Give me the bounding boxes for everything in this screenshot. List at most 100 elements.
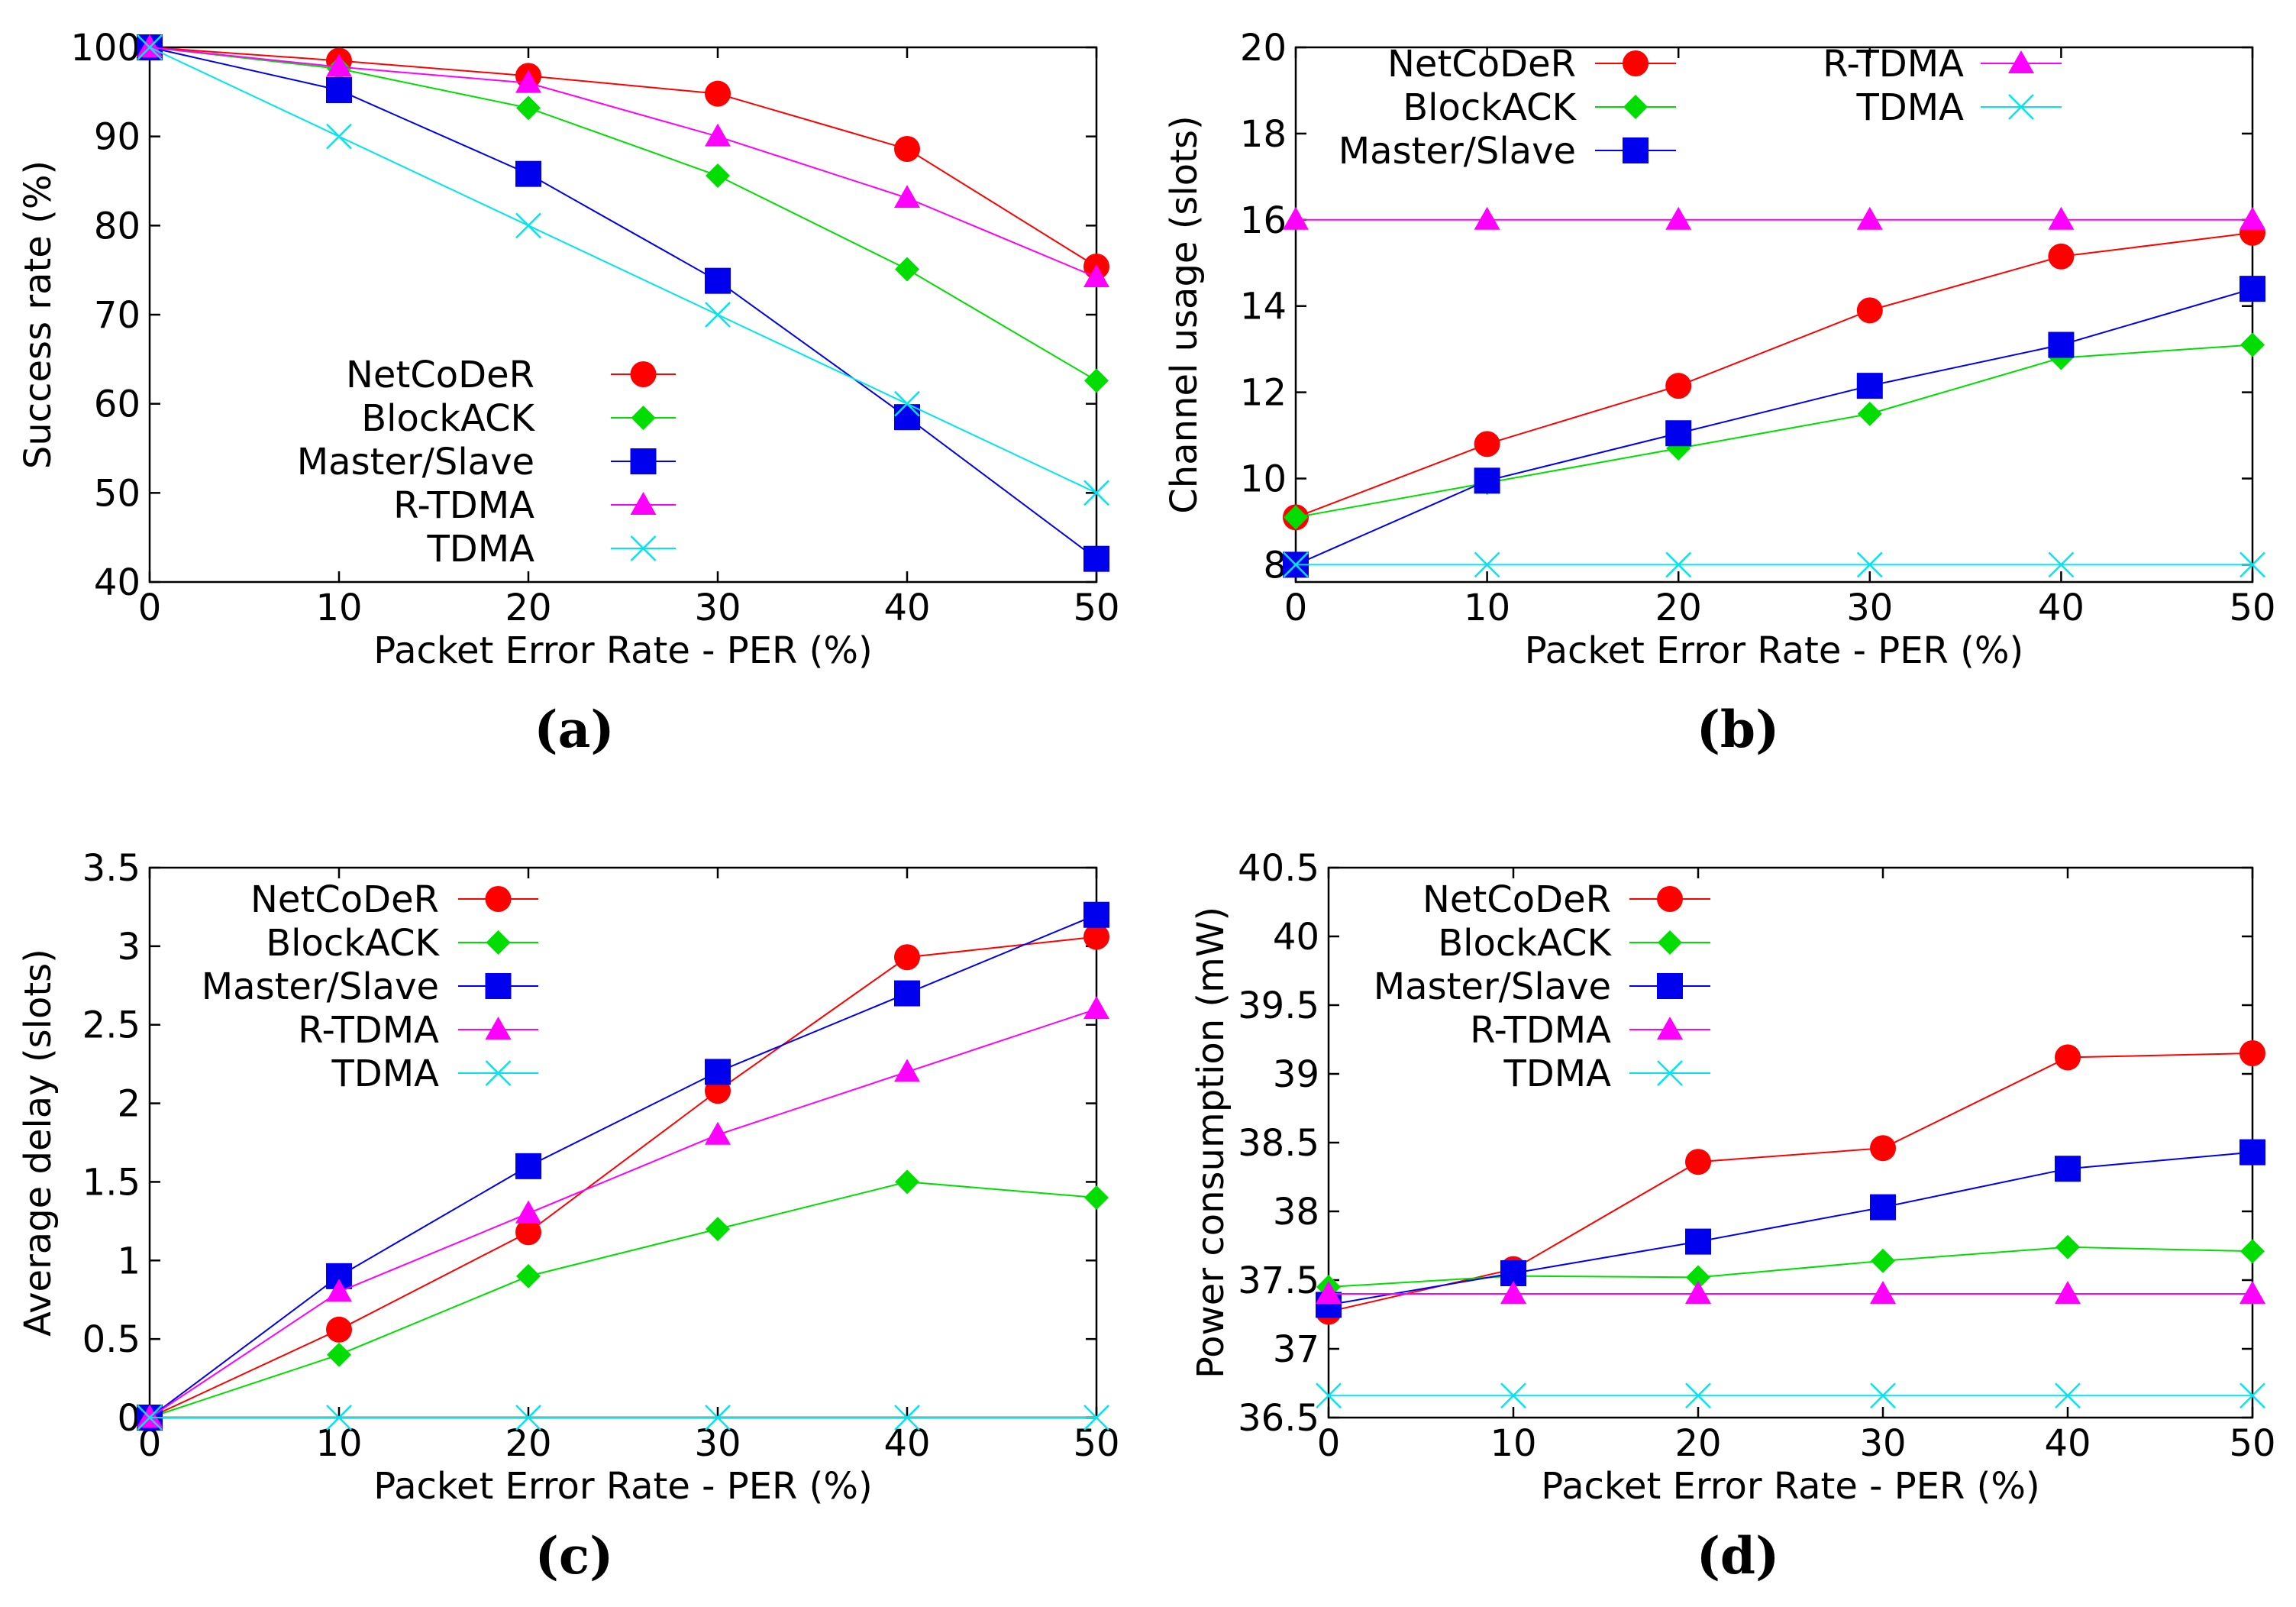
- data-point-master-slave: [1685, 1228, 1711, 1255]
- data-point-tdma: [1685, 1382, 1711, 1409]
- series-line-master-slave: [149, 913, 1097, 1418]
- data-point-r-tdma: [2239, 206, 2265, 230]
- data-point-r-tdma: [1665, 206, 1692, 230]
- legend-label: NetCoDeR: [1422, 878, 1611, 921]
- data-point-r-tdma: [2239, 1281, 2265, 1304]
- data-point-blockack: [1857, 401, 1882, 426]
- legend-label: BlockACK: [1403, 86, 1577, 129]
- legend-marker-netcoder: [630, 361, 657, 387]
- data-point-netcoder: [515, 1219, 541, 1246]
- data-point-r-tdma: [137, 34, 163, 57]
- legend-label: R-TDMA: [1470, 1009, 1611, 1052]
- y-tick-label: 3.5: [82, 847, 140, 890]
- data-point-blockack: [327, 1342, 351, 1367]
- x-tick-label: 40: [883, 587, 930, 629]
- x-tick-label: 20: [505, 587, 551, 629]
- legend-item-tdma: TDMA: [331, 1052, 538, 1095]
- legend-label: NetCoDeR: [346, 354, 534, 396]
- data-point-tdma: [2055, 1382, 2081, 1409]
- data-point-blockack: [895, 1169, 919, 1195]
- x-tick-label: 30: [694, 1422, 741, 1465]
- data-point-netcoder: [2239, 1040, 2265, 1066]
- legend-item-master-slave: Master/Slave: [297, 441, 676, 483]
- series-blockack: [137, 1169, 1109, 1430]
- legend-label: NetCoDeR: [250, 878, 439, 921]
- legend-marker-blockack: [1623, 95, 1648, 119]
- legend-marker-r-tdma: [485, 1017, 512, 1040]
- x-tick-label: 20: [1674, 1422, 1721, 1465]
- y-tick-label: 3: [117, 926, 140, 968]
- legend-label: R-TDMA: [393, 484, 534, 527]
- legend-marker-tdma: [630, 535, 657, 561]
- legend-label: Master/Slave: [297, 441, 534, 483]
- legend-marker-master-slave: [1657, 973, 1683, 999]
- series-line-blockack: [149, 47, 1097, 382]
- data-point-master-slave: [1665, 420, 1692, 447]
- series-line-master-slave: [1328, 1151, 2253, 1306]
- data-point-r-tdma: [1316, 1281, 1342, 1304]
- x-axis-title: Packet Error Rate - PER (%): [373, 629, 872, 672]
- y-tick-label: 40: [94, 561, 140, 604]
- panel-a: 0 10 20 30 40 50 40 50 60 70 80 90 100 Packet Error R…: [17, 27, 1120, 759]
- data-point-tdma: [1856, 551, 1883, 578]
- legend-item-r-tdma: R-TDMA: [1823, 43, 2062, 86]
- legend-item-netcoder: NetCoDeR: [1387, 43, 1676, 86]
- data-point-tdma: [2239, 551, 2265, 578]
- legend-item-r-tdma: R-TDMA: [298, 1009, 538, 1052]
- data-point-r-tdma: [2048, 206, 2075, 230]
- series-line-netcoder: [1328, 1052, 2253, 1313]
- data-point-blockack: [1284, 505, 1308, 530]
- series-netcoder: [1283, 219, 2265, 531]
- data-point-blockack: [516, 1263, 541, 1289]
- data-point-blockack: [706, 1217, 730, 1242]
- legend-marker-netcoder: [1623, 50, 1649, 76]
- series-line-r-tdma: [149, 1008, 1097, 1418]
- data-point-r-tdma: [326, 1279, 352, 1302]
- data-point-tdma: [1083, 1405, 1109, 1431]
- data-point-netcoder: [894, 136, 920, 162]
- legend-item-blockack: BlockACK: [1403, 86, 1676, 129]
- x-tick-label: 30: [1859, 1422, 1906, 1465]
- data-point-master-slave: [1083, 545, 1109, 572]
- legend-label: R-TDMA: [1823, 43, 1964, 86]
- x-tick-label: 0: [1284, 587, 1308, 629]
- data-point-r-tdma: [1474, 206, 1500, 230]
- x-tick-label: 10: [315, 1422, 362, 1465]
- data-point-r-tdma: [2055, 1281, 2081, 1304]
- legend-item-r-tdma: R-TDMA: [1470, 1009, 1710, 1052]
- y-tick-label: 39.5: [1238, 985, 1319, 1027]
- legend-item-netcoder: NetCoDeR: [346, 354, 676, 396]
- legend-item-blockack: BlockACK: [361, 397, 676, 440]
- legend-label: BlockACK: [361, 397, 535, 440]
- x-tick-label: 50: [1073, 587, 1119, 629]
- data-point-r-tdma: [894, 1059, 920, 1082]
- series-r-tdma: [1283, 206, 2265, 230]
- data-point-tdma: [705, 302, 731, 328]
- panel-caption: (a): [534, 700, 614, 759]
- series-netcoder: [137, 34, 1109, 280]
- y-tick-label: 36.5: [1238, 1397, 1319, 1440]
- data-point-master-slave: [515, 160, 541, 187]
- y-tick-label: 70: [94, 294, 140, 337]
- series-blockack: [1284, 332, 2265, 530]
- y-axis-title: Power consumption (mW): [1190, 907, 1232, 1379]
- series-tdma: [137, 34, 1109, 506]
- data-point-netcoder: [1665, 373, 1692, 399]
- data-point-netcoder: [2048, 243, 2075, 270]
- y-tick-label: 40.5: [1238, 847, 1319, 890]
- data-point-master-slave: [894, 980, 920, 1007]
- series-line-tdma: [149, 47, 1097, 494]
- x-tick-label: 50: [2229, 587, 2275, 629]
- legend-marker-netcoder: [485, 886, 512, 912]
- data-point-master-slave: [1083, 901, 1109, 928]
- legend-label: TDMA: [331, 1052, 439, 1095]
- y-tick-label: 14: [1240, 286, 1287, 328]
- y-tick-label: 0.5: [82, 1318, 140, 1361]
- data-point-r-tdma: [1500, 1281, 1526, 1304]
- legend-item-master-slave: Master/Slave: [1339, 130, 1676, 173]
- y-axis-title: Success rate (%): [17, 160, 60, 469]
- data-point-netcoder: [1474, 431, 1500, 458]
- legend-marker-netcoder: [1657, 886, 1683, 912]
